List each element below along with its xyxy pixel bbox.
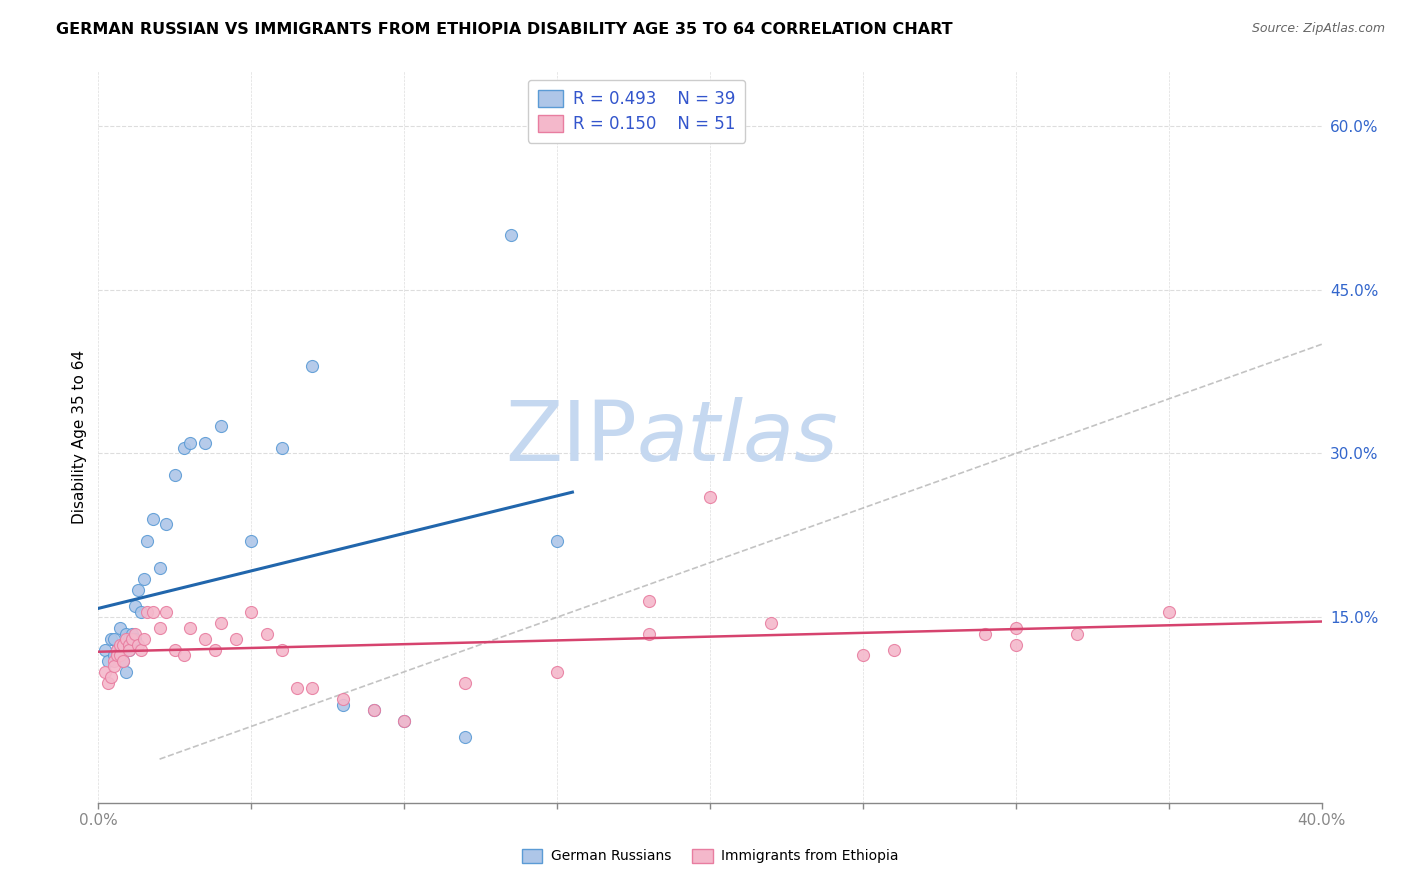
Point	[501, 228, 523, 243]
Point	[118, 632, 141, 646]
Point	[93, 643, 115, 657]
Point	[136, 533, 159, 548]
Point	[103, 632, 125, 646]
Point	[100, 670, 122, 684]
Point	[454, 675, 477, 690]
Point	[392, 714, 416, 728]
Point	[179, 621, 201, 635]
Point	[256, 626, 278, 640]
Point	[546, 533, 568, 548]
Point	[108, 648, 131, 663]
Text: atlas: atlas	[637, 397, 838, 477]
Point	[270, 441, 292, 455]
Point	[118, 638, 141, 652]
Point	[118, 643, 141, 657]
Point	[127, 582, 149, 597]
Point	[111, 654, 134, 668]
Point	[108, 621, 131, 635]
Point	[129, 605, 152, 619]
Point	[134, 632, 156, 646]
Point	[105, 648, 128, 663]
Point	[142, 512, 165, 526]
Point	[115, 626, 138, 640]
Point	[332, 698, 354, 712]
Point	[149, 621, 172, 635]
Point	[363, 703, 385, 717]
Point	[155, 517, 177, 532]
Point	[111, 654, 134, 668]
Point	[392, 714, 416, 728]
Point	[363, 703, 385, 717]
Point	[115, 665, 138, 679]
Point	[759, 615, 782, 630]
Point	[124, 599, 146, 614]
Point	[883, 643, 905, 657]
Point	[105, 643, 128, 657]
Point	[121, 632, 143, 646]
Point	[173, 648, 195, 663]
Point	[111, 638, 134, 652]
Text: Source: ZipAtlas.com: Source: ZipAtlas.com	[1251, 22, 1385, 36]
Point	[173, 441, 195, 455]
Point	[134, 572, 156, 586]
Point	[100, 632, 122, 646]
Point	[121, 626, 143, 640]
Text: GERMAN RUSSIAN VS IMMIGRANTS FROM ETHIOPIA DISABILITY AGE 35 TO 64 CORRELATION C: GERMAN RUSSIAN VS IMMIGRANTS FROM ETHIOP…	[56, 22, 953, 37]
Point	[97, 675, 120, 690]
Point	[270, 643, 292, 657]
Point	[103, 648, 125, 663]
Point	[129, 643, 152, 657]
Point	[209, 615, 232, 630]
Point	[209, 419, 232, 434]
Point	[103, 659, 125, 673]
Point	[1157, 605, 1180, 619]
Point	[454, 731, 477, 745]
Point	[240, 533, 263, 548]
Point	[301, 359, 323, 373]
Point	[699, 490, 721, 504]
Point	[1004, 621, 1026, 635]
Point	[108, 638, 131, 652]
Legend: German Russians, Immigrants from Ethiopia: German Russians, Immigrants from Ethiopi…	[516, 843, 904, 869]
Point	[637, 626, 661, 640]
Point	[194, 632, 217, 646]
Point	[127, 638, 149, 652]
Point	[194, 435, 217, 450]
Point	[332, 692, 354, 706]
Point	[163, 468, 186, 483]
Point	[105, 648, 128, 663]
Point	[204, 643, 226, 657]
Point	[124, 632, 146, 646]
Point	[124, 626, 146, 640]
Point	[240, 605, 263, 619]
Point	[285, 681, 308, 695]
Point	[93, 665, 115, 679]
Point	[115, 632, 138, 646]
Point	[301, 681, 323, 695]
Point	[108, 643, 131, 657]
Point	[1066, 626, 1088, 640]
Point	[179, 435, 201, 450]
Point	[118, 643, 141, 657]
Point	[142, 605, 165, 619]
Point	[1004, 638, 1026, 652]
Point	[136, 605, 159, 619]
Point	[111, 638, 134, 652]
Point	[225, 632, 247, 646]
Point	[163, 643, 186, 657]
Point	[149, 561, 172, 575]
Point	[103, 654, 125, 668]
Point	[852, 648, 875, 663]
Point	[155, 605, 177, 619]
Point	[97, 654, 120, 668]
Point	[546, 665, 568, 679]
Text: ZIP: ZIP	[505, 397, 637, 477]
Point	[105, 643, 128, 657]
Y-axis label: Disability Age 35 to 64: Disability Age 35 to 64	[72, 350, 87, 524]
Point	[974, 626, 997, 640]
Point	[637, 594, 661, 608]
